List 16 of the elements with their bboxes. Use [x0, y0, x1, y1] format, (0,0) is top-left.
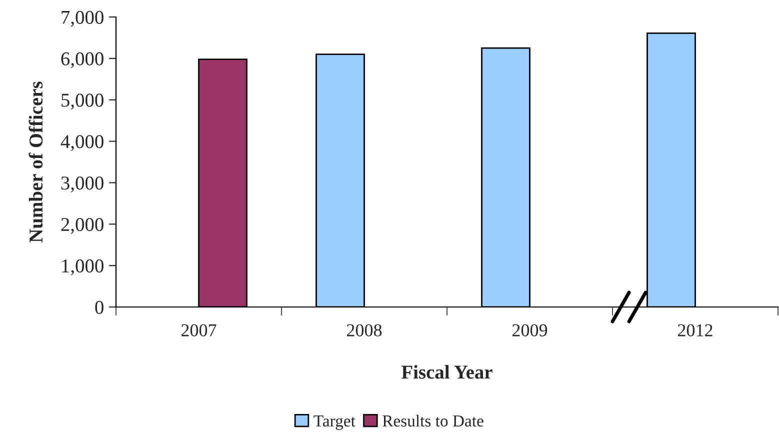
- y-tick-label: 3,000: [61, 176, 104, 192]
- y-axis-title: Number of Officers: [28, 82, 43, 242]
- y-tick-label: 7,000: [62, 10, 104, 27]
- x-tick-label: 2008: [346, 324, 382, 336]
- y-tick-label: 5,000: [62, 94, 104, 110]
- y-tick-label: 1,000: [62, 259, 104, 276]
- x-tick-label: 2012: [678, 324, 712, 336]
- y-tick-label: 6,000: [61, 52, 104, 68]
- y-tick-label: 0: [95, 300, 104, 314]
- y-tick-label: 4,000: [60, 135, 104, 152]
- x-tick-label: 2009: [512, 324, 548, 336]
- y-tick-label: 2,000: [61, 218, 104, 234]
- legend-label: Target: [314, 415, 356, 430]
- legend-label: Results to Date: [382, 414, 484, 427]
- x-tick-label: 2007: [181, 324, 216, 336]
- x-axis-title: Fiscal Year: [402, 365, 492, 379]
